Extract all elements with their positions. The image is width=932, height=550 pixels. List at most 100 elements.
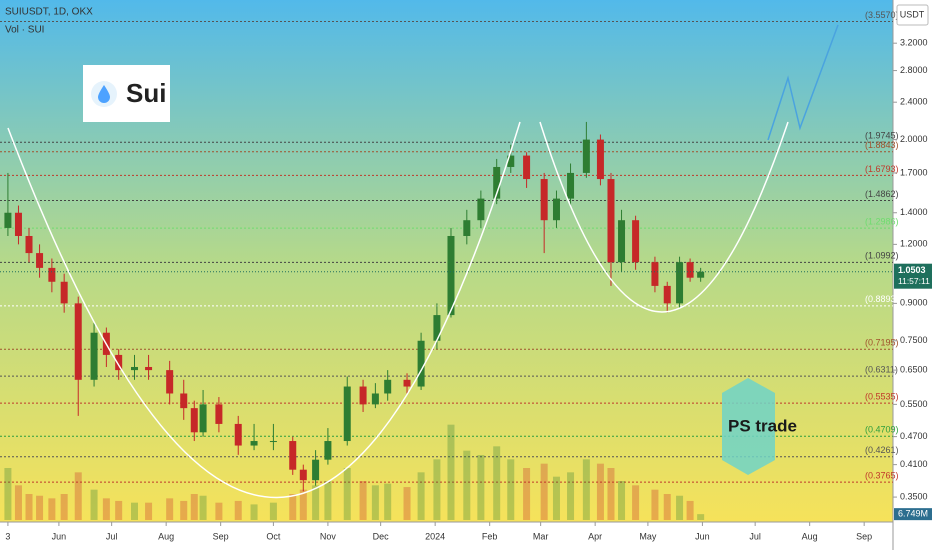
candle-body [324, 441, 332, 460]
y-tick-label: 0.4100 [900, 459, 928, 469]
candle-body [145, 366, 153, 371]
x-tick-label: Sep [213, 531, 229, 541]
volume-bar [552, 476, 560, 520]
last-price-tag [894, 263, 932, 289]
volume-bar [14, 485, 22, 520]
volume-bar [48, 498, 56, 520]
cup-curve [7, 121, 521, 499]
sui-logo: Sui [83, 65, 170, 122]
y-tick-label: 0.4700 [900, 431, 928, 441]
candle-body [651, 262, 659, 286]
candle-body [131, 366, 139, 371]
volume-bar [632, 485, 640, 520]
volume-bar [686, 500, 694, 520]
volume-bar [403, 487, 411, 520]
x-tick-label: Jul [749, 531, 761, 541]
x-tick-label: Mar [533, 531, 549, 541]
volume-bar [90, 489, 98, 520]
level-label: (0.6311) [865, 365, 898, 375]
volume-bar [25, 494, 33, 520]
volume-bar [269, 502, 277, 520]
y-tick-label: 0.9000 [900, 298, 928, 308]
level-label: (1.8843) [865, 140, 899, 150]
candle-body [433, 315, 441, 341]
time-axis-panel [0, 522, 893, 550]
candle-body [507, 155, 515, 167]
projection-path [767, 24, 839, 141]
candle-body [463, 220, 471, 236]
volume-bar [234, 500, 242, 520]
volume-bar [115, 500, 123, 520]
candle-body [493, 166, 501, 199]
x-tick-label: May [639, 531, 657, 541]
volume-bar [463, 450, 471, 520]
x-tick-label: Nov [320, 531, 337, 541]
candle-body [596, 139, 604, 180]
ps-logo: PS trade [722, 378, 797, 475]
level-label: (0.4261) [865, 445, 899, 455]
candle-body [215, 404, 223, 424]
candle-body [312, 459, 320, 481]
volume-bar [299, 489, 307, 520]
y-tick-label: 1.4000 [900, 207, 928, 217]
countdown-label: 11:57:11 [898, 276, 930, 286]
logo-hexagon [722, 378, 775, 475]
level-label: (0.4709) [865, 425, 899, 435]
x-tick-label: Dec [373, 531, 390, 541]
y-tick-label: 2.4000 [900, 97, 928, 107]
volume-bar [190, 494, 198, 520]
currency-box [896, 4, 929, 26]
candle-body [190, 408, 198, 433]
candle-body [663, 285, 671, 304]
chart-title: SUIUSDT, 1D, OKX [5, 7, 93, 18]
level-label: (1.9745) [865, 131, 899, 141]
volume-bar [477, 455, 485, 520]
y-tick-label: 1.2000 [900, 239, 928, 249]
volume-bar [359, 481, 367, 520]
last-price-label: 1.0503 [898, 265, 926, 275]
volume-bar [663, 494, 671, 520]
candle-body [60, 281, 68, 304]
volume-bar [4, 468, 12, 520]
x-tick-label: Jul [106, 531, 118, 541]
y-tick-label: 0.5500 [900, 399, 928, 409]
level-label: (1.2986) [865, 217, 899, 227]
level-label: (1.6793) [865, 164, 899, 174]
volume-bar [36, 495, 44, 520]
volume-bar [433, 459, 441, 520]
volume-bar [343, 468, 351, 520]
candle-body [540, 179, 548, 221]
candle-body [250, 441, 258, 446]
logo-drop [98, 85, 110, 103]
level-label: (1.4862) [865, 189, 899, 199]
volume-bar [567, 472, 575, 520]
volume-bar [417, 472, 425, 520]
level-label: (0.7195) [865, 338, 899, 348]
volume-tag [894, 508, 932, 521]
candle-body [359, 386, 367, 405]
y-tick-label: 2.0000 [900, 134, 928, 144]
volume-bar [102, 498, 110, 520]
y-tick-label: 0.7500 [900, 335, 928, 345]
x-tick-label: 2024 [425, 531, 445, 541]
candle-body [4, 212, 12, 228]
level-label: (0.3765) [865, 470, 899, 480]
candle-body [607, 179, 615, 263]
volume-bar [618, 481, 626, 520]
volume-bar [676, 495, 684, 520]
candle-body [289, 441, 297, 470]
chart-subtitle: Vol · SUI [5, 25, 44, 36]
y-tick-label: 1.7000 [900, 167, 928, 177]
x-tick-label: Feb [482, 531, 498, 541]
candle-body [269, 441, 277, 443]
candle-body [115, 354, 123, 371]
volume-bar [651, 489, 659, 520]
candle-body [343, 386, 351, 442]
candle-body [477, 198, 485, 221]
volume-bar [540, 463, 548, 520]
candle-body [180, 393, 188, 409]
y-tick-label: 3.2000 [900, 38, 928, 48]
y-tick-label: 2.8000 [900, 65, 928, 75]
level-label: (0.8893) [865, 294, 899, 304]
